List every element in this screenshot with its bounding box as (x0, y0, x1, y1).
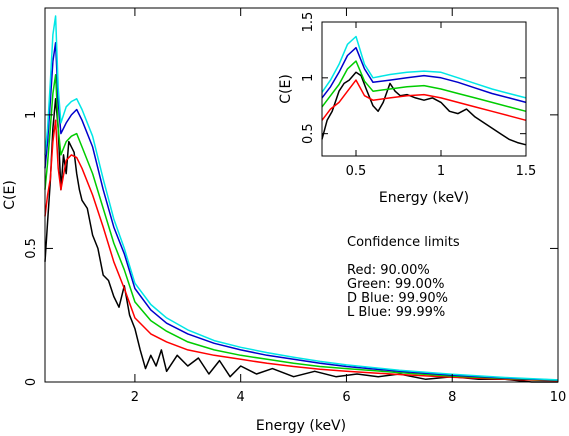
inset-series-line-black (321, 71, 527, 146)
main-series-line-green (44, 74, 559, 382)
confidence-label-light-blue: L Blue: 99.99% (347, 305, 445, 320)
main-y-tick-label: 0.5 (24, 238, 39, 259)
inset-x-tick-labels: 0.5 1 1.5 (346, 164, 537, 179)
confidence-label-green: Green: 99.00% (347, 277, 444, 292)
inset-y-tick-labels: 0.5 1 1.5 (301, 12, 316, 144)
inset-plot-frame (321, 21, 527, 157)
main-x-tick-label: 4 (237, 390, 245, 405)
main-x-tick-label: 6 (342, 390, 350, 405)
inset-x-axis-title: Energy (keV) (379, 190, 469, 206)
inset-tick-marks (322, 21, 527, 156)
inset-y-tick-label: 1.5 (301, 12, 316, 33)
inset-series-line-red (321, 79, 527, 122)
inset-background (322, 22, 526, 156)
confidence-label-dark-blue: D Blue: 99.90% (347, 291, 448, 306)
confidence-limits-title: Confidence limits (347, 235, 460, 250)
main-x-tick-label: 8 (448, 390, 456, 405)
inset-y-tick-label: 0.5 (301, 123, 316, 144)
main-y-tick-labels: 00.51 (24, 111, 39, 386)
inset-y-axis-title: C(E) (278, 74, 294, 104)
inset-x-tick-label: 1.5 (516, 164, 537, 179)
main-y-axis-title: C(E) (2, 180, 18, 210)
main-x-tick-label: 2 (131, 390, 139, 405)
main-y-tick-label: 0 (24, 378, 39, 386)
main-series-line-red (44, 119, 559, 382)
inset-series-group (321, 35, 527, 146)
inset-series-line-lblue (321, 35, 527, 99)
main-plot-frame (44, 7, 559, 383)
inset-plot: 0.5 1 1.5 0.5 1 1.5 Energy (keV) C(E) (278, 12, 536, 206)
inset-y-tick-label: 1 (301, 74, 316, 82)
main-tick-marks (45, 8, 559, 383)
inset-series-line-green (321, 60, 527, 113)
main-x-axis-title: Energy (keV) (256, 418, 346, 434)
main-plot: 2 4 6 8 10 00.51 Energy (keV) C(E) Confidenc… (2, 7, 567, 434)
confidence-label-red: Red: 90.00% (347, 263, 430, 278)
inset-series-line-dblue (321, 46, 527, 104)
main-y-tick-label: 1 (24, 111, 39, 119)
main-x-tick-label: 10 (550, 390, 567, 405)
inset-x-tick-label: 0.5 (346, 164, 367, 179)
main-x-tick-labels: 2 4 6 8 10 (131, 390, 567, 405)
inset-x-tick-label: 1 (437, 164, 445, 179)
main-series-line-lblue (44, 15, 559, 381)
